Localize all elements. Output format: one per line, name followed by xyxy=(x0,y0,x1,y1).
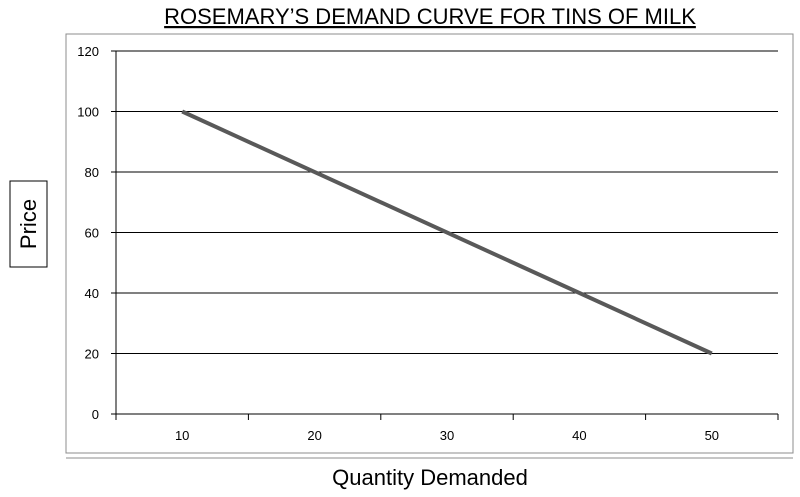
x-axis-label: Quantity Demanded xyxy=(332,465,528,490)
y-tick-label: 60 xyxy=(85,226,99,241)
x-axis-ticks: 10 20 30 40 50 xyxy=(115,414,779,443)
demand-curve-line xyxy=(181,109,713,356)
x-tick-label: 10 xyxy=(175,428,189,443)
y-axis-label-box xyxy=(9,180,48,268)
x-tick-label: 30 xyxy=(440,428,454,443)
y-axis-label: Price xyxy=(16,199,41,249)
y-tick-label: 0 xyxy=(92,407,99,422)
y-tick-label: 120 xyxy=(77,44,99,59)
y-tick-label: 40 xyxy=(85,286,99,301)
series-group xyxy=(181,109,713,356)
x-tick-label: 40 xyxy=(572,428,586,443)
y-axis-ticks: 0 20 40 60 80 100 120 xyxy=(77,44,116,422)
y-tick-label: 100 xyxy=(77,105,99,120)
plot-frame xyxy=(65,33,794,454)
y-tick-label: 80 xyxy=(85,165,99,180)
gridlines xyxy=(116,50,778,354)
y-tick-label: 20 xyxy=(85,347,99,362)
chart-title: ROSEMARY’S DEMAND CURVE FOR TINS OF MILK xyxy=(164,4,696,29)
x-tick-label: 20 xyxy=(307,428,321,443)
x-tick-label: 50 xyxy=(705,428,719,443)
